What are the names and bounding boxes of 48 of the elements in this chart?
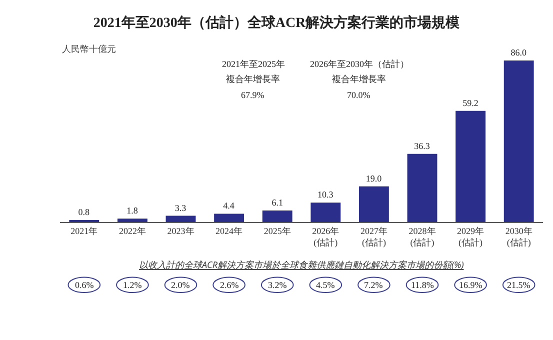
annotation: 2021年至2025年 bbox=[222, 59, 285, 69]
data-label: 36.3 bbox=[414, 140, 430, 151]
text: 2.0% bbox=[171, 280, 190, 290]
text: 以收入計的全球ACR解決方案市場於全球食雜供應鏈自動化解決方案市場的份額(%) bbox=[139, 258, 464, 271]
text: 1.2% bbox=[123, 280, 142, 290]
bar bbox=[310, 202, 341, 222]
text: 16.9% bbox=[459, 280, 483, 290]
bar bbox=[262, 210, 292, 222]
text: 2.6% bbox=[220, 280, 240, 290]
x-tick-label: 2030年 (估計) bbox=[505, 226, 532, 248]
bar bbox=[504, 60, 534, 222]
bar bbox=[166, 216, 196, 222]
text: 11.8% bbox=[411, 280, 434, 290]
x-tick-label: 2028年 (估計) bbox=[408, 226, 436, 248]
data-label: 59.2 bbox=[462, 98, 478, 108]
annotation: 67.9% bbox=[241, 90, 265, 100]
x-tick-label: 2024年 bbox=[216, 226, 243, 236]
annotation: 70.0% bbox=[347, 90, 371, 100]
x-tick-label: 2026年 (估計) bbox=[312, 226, 340, 248]
data-label: 19.0 bbox=[366, 173, 382, 184]
annotation: 2026年至2030年（估計） bbox=[310, 59, 409, 69]
annotation: 複合年增長率 bbox=[226, 74, 280, 84]
data-label: 3.3 bbox=[174, 202, 187, 213]
bar bbox=[456, 110, 486, 222]
x-tick-label: 2022年 bbox=[118, 226, 146, 236]
text: 21.5% bbox=[507, 280, 531, 290]
x-tick-label: 2027年 (估計) bbox=[360, 226, 388, 248]
data-label: 0.8 bbox=[78, 207, 90, 217]
bar bbox=[407, 154, 438, 222]
x-tick-label: 2021年 bbox=[70, 226, 98, 236]
y-axis-title: 人民幣十億元 bbox=[62, 44, 116, 54]
bar bbox=[358, 186, 389, 222]
text: 4.5% bbox=[316, 280, 336, 290]
annotation: 複合年增長率 bbox=[332, 74, 386, 84]
text: 7.2% bbox=[364, 280, 384, 290]
text: 0.6% bbox=[75, 280, 94, 290]
text: 3.2% bbox=[268, 280, 288, 290]
bar bbox=[117, 218, 148, 222]
data-label: 86.0 bbox=[510, 48, 527, 58]
data-label: 6.1 bbox=[272, 198, 283, 208]
data-label: 1.8 bbox=[126, 206, 138, 216]
x-tick-label: 2029年 (估計) bbox=[457, 226, 484, 248]
bar bbox=[214, 214, 244, 222]
chart-title: 2021年至2030年（估計）全球ACR解決方案行業的市場規模 bbox=[93, 14, 461, 31]
data-label: 4.4 bbox=[223, 200, 235, 211]
data-label: 10.3 bbox=[318, 190, 334, 200]
x-tick-label: 2025年 bbox=[264, 226, 291, 236]
x-tick-label: 2023年 bbox=[167, 226, 194, 236]
